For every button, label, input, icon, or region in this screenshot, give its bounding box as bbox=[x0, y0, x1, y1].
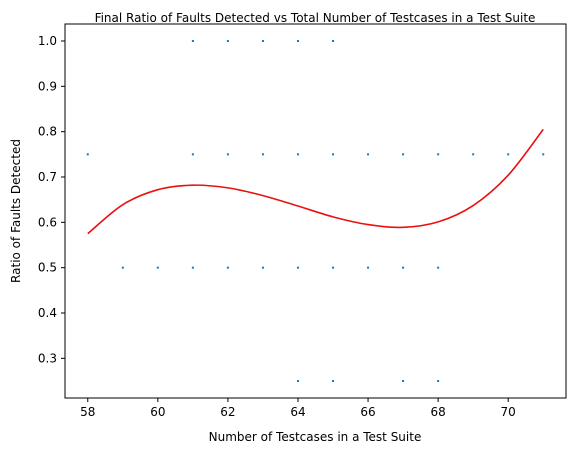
scatter-point bbox=[402, 266, 405, 269]
trend-line bbox=[87, 128, 544, 235]
scatter-point bbox=[226, 153, 229, 156]
y-tick-label: 0.3 bbox=[38, 351, 57, 365]
x-tick-label: 64 bbox=[290, 405, 305, 419]
scatter-point bbox=[296, 40, 299, 42]
scatter-point bbox=[226, 40, 229, 42]
scatter-point bbox=[402, 153, 405, 156]
scatter-point bbox=[402, 380, 405, 382]
y-tick-label: 1.0 bbox=[38, 34, 57, 48]
x-tick-label: 62 bbox=[220, 405, 235, 419]
x-tick-label: 66 bbox=[360, 405, 375, 419]
scatter-point bbox=[437, 153, 440, 156]
scatter-point bbox=[542, 153, 545, 156]
scatter-point bbox=[261, 40, 264, 42]
scatter-point bbox=[472, 153, 475, 156]
y-tick-label: 0.4 bbox=[38, 306, 57, 320]
x-tick-label: 68 bbox=[430, 405, 445, 419]
scatter-point bbox=[296, 153, 299, 156]
x-tick-label: 60 bbox=[150, 405, 165, 419]
y-tick-label: 0.8 bbox=[38, 125, 57, 139]
scatter-point bbox=[332, 40, 335, 42]
scatter-point bbox=[437, 266, 440, 269]
scatter-point bbox=[296, 380, 299, 382]
scatter-point bbox=[191, 153, 194, 156]
scatter-point bbox=[261, 266, 264, 269]
scatter-point bbox=[437, 380, 440, 382]
scatter-point bbox=[86, 153, 89, 156]
scatter-point bbox=[332, 153, 335, 156]
y-axis: 0.3 0.4 0.5 0.6 0.7 0.8 0.9 1.0 bbox=[38, 34, 65, 365]
scatter-point bbox=[191, 266, 194, 269]
y-tick-label: 0.6 bbox=[38, 215, 57, 229]
scatter-point bbox=[507, 153, 510, 156]
scatter-point bbox=[367, 266, 370, 269]
scatter-point bbox=[261, 153, 264, 156]
y-tick-label: 0.7 bbox=[38, 170, 57, 184]
x-axis-label: Number of Testcases in a Test Suite bbox=[209, 430, 422, 444]
scatter-point bbox=[367, 153, 370, 156]
scatter-point bbox=[226, 266, 229, 269]
scatter-point bbox=[156, 266, 159, 269]
scatter-point bbox=[332, 266, 335, 269]
plot-area bbox=[86, 40, 545, 382]
x-axis: 58 60 62 64 66 68 70 bbox=[80, 398, 516, 419]
scatter-point bbox=[332, 380, 335, 382]
x-tick-label: 70 bbox=[501, 405, 516, 419]
y-tick-label: 0.9 bbox=[38, 79, 57, 93]
scatter-point bbox=[121, 266, 124, 269]
y-axis-label: Ratio of Faults Detected bbox=[9, 139, 23, 283]
scatter-points bbox=[86, 40, 545, 382]
x-tick-label: 58 bbox=[80, 405, 95, 419]
scatter-point bbox=[191, 40, 194, 42]
y-tick-label: 0.5 bbox=[38, 261, 57, 275]
chart-title: Final Ratio of Faults Detected vs Total … bbox=[95, 11, 536, 25]
axes-frame bbox=[64, 23, 567, 399]
scatter-point bbox=[296, 266, 299, 269]
